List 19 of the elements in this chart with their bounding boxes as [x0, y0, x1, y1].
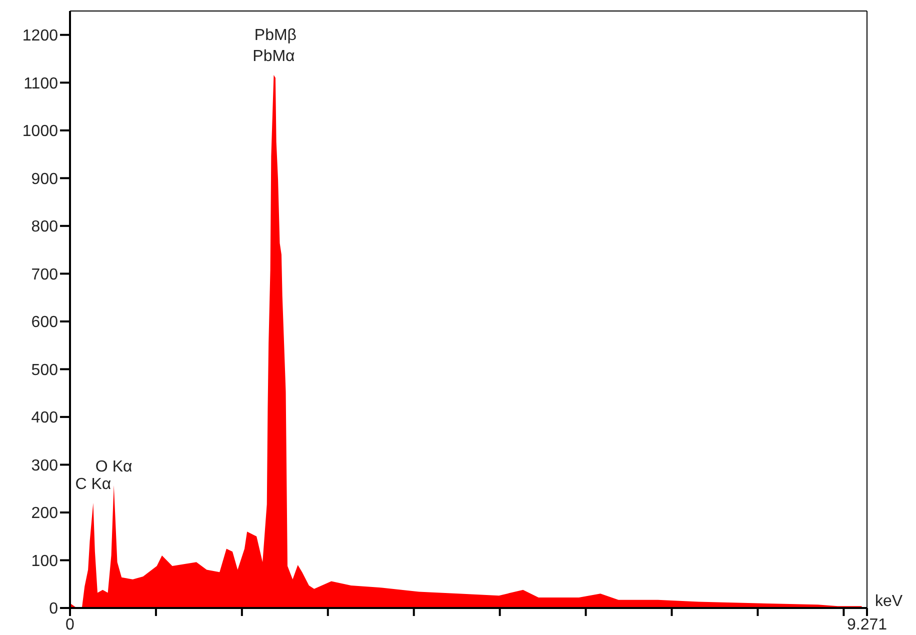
annotation: PbMα	[252, 48, 295, 65]
x-tick-label: 9.271	[846, 616, 888, 634]
y-tick-label: 600	[31, 314, 58, 332]
y-tick-label: 200	[31, 505, 58, 522]
y-tick-label: 300	[31, 457, 58, 474]
y-tick-label: 900	[31, 170, 58, 188]
y-tick-label: 1200	[22, 28, 58, 45]
x-axis-title: keV	[875, 593, 903, 610]
y-tick-label: 0	[49, 600, 58, 618]
annotation: PbMβ	[254, 26, 297, 44]
y-tick-label: 400	[31, 410, 58, 427]
y-tick-label: 1100	[24, 75, 58, 92]
y-tick-label: 700	[31, 266, 58, 284]
y-tick-label: 500	[31, 362, 58, 379]
annotation: O Kα	[95, 458, 132, 476]
y-tick-label: 800	[31, 218, 58, 236]
y-tick-label: 1000	[22, 123, 58, 140]
y-tick-label: 100	[31, 552, 58, 570]
annotation: C Kα	[75, 476, 112, 493]
